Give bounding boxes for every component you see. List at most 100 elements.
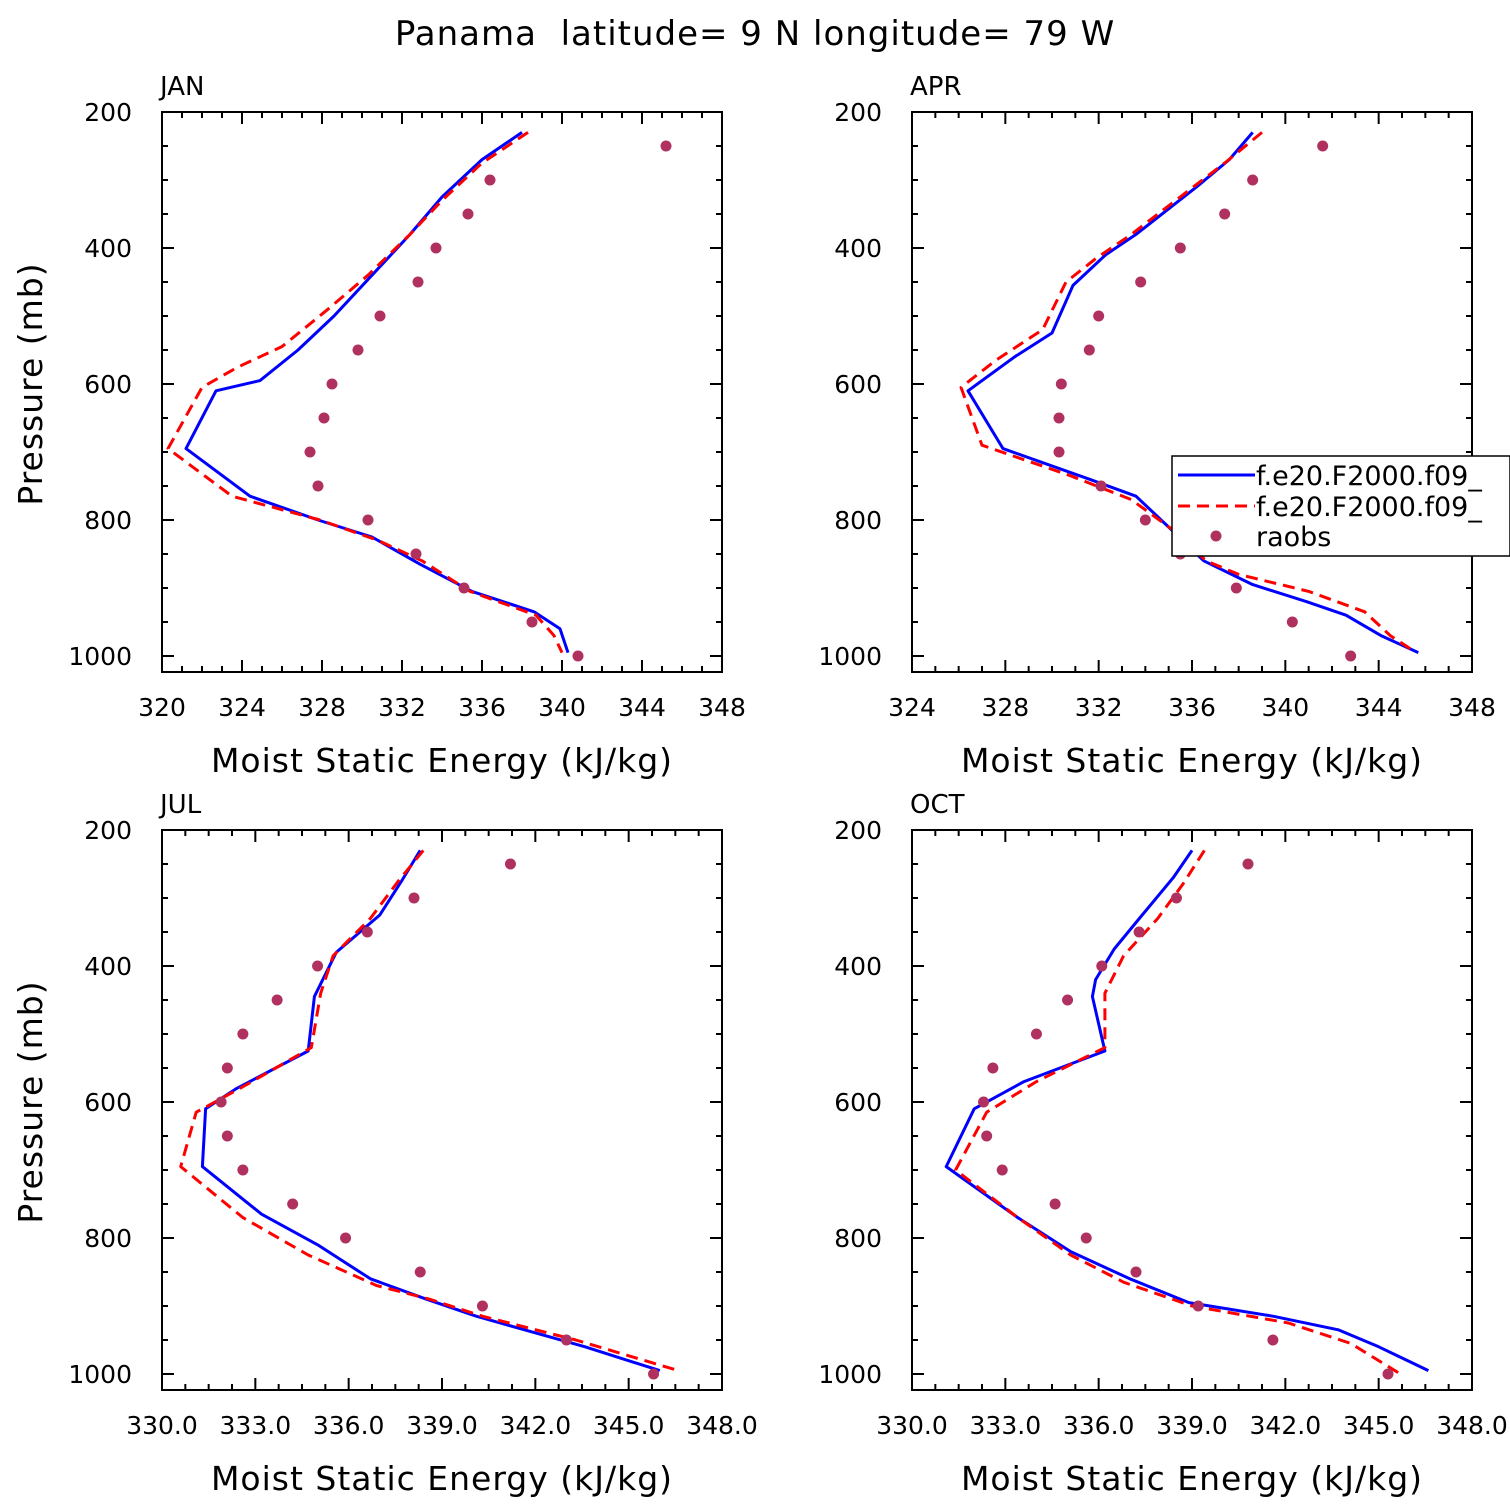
x-tick-label: 348.0 [1436,1411,1508,1440]
raobs-point [572,650,584,662]
x-tick-label: 340 [1261,693,1309,722]
raobs-point [410,548,422,560]
x-tick-label: 333.0 [220,1411,292,1440]
x-tick-label: 348.0 [686,1411,758,1440]
raobs-point [526,616,538,628]
raobs-point [996,1164,1008,1176]
y-tick-label: 1000 [68,1360,132,1389]
panel-title: JUL [158,790,202,820]
raobs-point [374,310,386,322]
y-tick-label: 400 [834,952,882,981]
y-tick-label: 400 [84,952,132,981]
raobs-point [221,1062,233,1074]
raobs-point [221,1130,233,1142]
raobs-point [560,1334,572,1346]
raobs-point [1030,1028,1042,1040]
raobs-point [1049,1198,1061,1210]
y-tick-label: 200 [834,98,882,127]
raobs-point [215,1096,227,1108]
x-tick-label: 332 [378,693,426,722]
raobs-point [318,412,330,424]
x-tick-label: 333.0 [970,1411,1042,1440]
x-tick-label: 340 [538,693,586,722]
x-tick-label: 328 [981,693,1029,722]
raobs-point [1192,1300,1204,1312]
raobs-point [660,140,672,152]
x-axis-label: Moist Static Energy (kJ/kg) [961,741,1423,780]
raobs-point [1130,1266,1142,1278]
y-axis-label: Pressure (mb) [11,262,50,505]
x-axis-label: Moist Static Energy (kJ/kg) [211,741,673,780]
x-axis-label: Moist Static Energy (kJ/kg) [961,1459,1423,1498]
panel-jan: JAN Moist Static Energy (kJ/kg) Pressure… [11,72,746,780]
raobs-point [1286,616,1298,628]
raobs-point [1095,480,1107,492]
raobs-point [312,960,324,972]
legend-box [1171,455,1510,557]
raobs-point [981,1130,993,1142]
plot-frame [911,111,1473,673]
series-line-dashed [179,849,679,1373]
raobs-point [304,446,316,458]
x-tick-label: 336 [1168,693,1216,722]
y-tick-label: 400 [84,234,132,263]
y-tick-label: 800 [84,1224,132,1253]
raobs-point [1267,1334,1279,1346]
series-line-solid [966,131,1419,654]
raobs-point [1345,650,1357,662]
raobs-point [1170,892,1182,904]
raobs-point [362,514,374,526]
x-tick-label: 336.0 [1063,1411,1135,1440]
legend-label: f.e20.F2000.f09_ [1256,461,1482,492]
panel-title: APR [910,72,962,102]
raobs-point [484,174,496,186]
x-tick-label: 339.0 [406,1411,478,1440]
legend-swatch-dot [1210,530,1222,542]
raobs-point [1242,858,1254,870]
raobs-point [1053,412,1065,424]
y-tick-label: 600 [84,370,132,399]
y-tick-label: 800 [84,506,132,535]
y-tick-label: 1000 [68,642,132,671]
x-tick-label: 324 [218,693,266,722]
raobs-point [352,344,364,356]
raobs-point [408,892,420,904]
raobs-point [648,1368,660,1380]
raobs-point [287,1198,299,1210]
y-tick-label: 200 [834,816,882,845]
x-tick-label: 342.0 [500,1411,572,1440]
raobs-point [987,1062,999,1074]
raobs-point [1080,1232,1092,1244]
raobs-point [412,276,424,288]
x-tick-label: 328 [298,693,346,722]
x-tick-label: 344 [1355,693,1403,722]
y-tick-label: 1000 [818,1360,882,1389]
raobs-point [1096,960,1108,972]
legend: f.e20.F2000.f09_ f.e20.F2000.f09_ raobs [1171,455,1510,557]
raobs-point [476,1300,488,1312]
series-line-solid [184,131,570,654]
legend-label: f.e20.F2000.f09_ [1256,492,1482,523]
raobs-point [414,1266,426,1278]
raobs-point [237,1028,249,1040]
raobs-point [458,582,470,594]
raobs-point [1247,174,1259,186]
raobs-point [1093,310,1105,322]
raobs-point [1083,344,1095,356]
x-tick-label: 320 [138,693,186,722]
raobs-point [504,858,516,870]
y-tick-label: 200 [84,98,132,127]
y-tick-label: 1000 [818,642,882,671]
raobs-point [1317,140,1329,152]
x-axis-label: Moist Static Energy (kJ/kg) [211,1459,673,1498]
raobs-point [1053,446,1065,458]
raobs-point [271,994,283,1006]
raobs-point [1230,582,1242,594]
x-tick-label: 336.0 [313,1411,385,1440]
y-axis-label: Pressure (mb) [11,980,50,1223]
raobs-point [326,378,338,390]
legend-label: raobs [1256,522,1331,553]
x-tick-label: 348 [1448,693,1496,722]
x-tick-label: 345.0 [1343,1411,1415,1440]
panel-jul: JUL Moist Static Energy (kJ/kg) Pressure… [11,790,758,1498]
